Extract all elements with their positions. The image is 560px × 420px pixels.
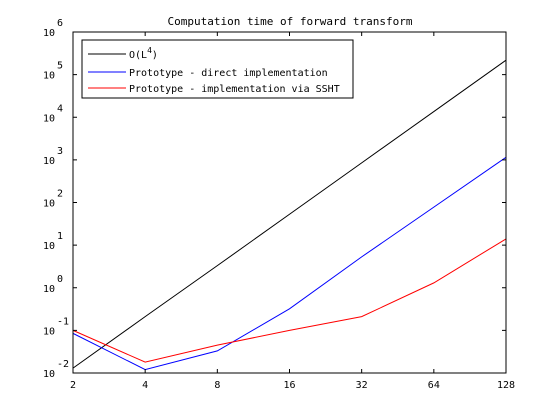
- y-tick-label-exponent: 0: [57, 274, 63, 285]
- legend-label-superscript: 4: [147, 46, 152, 55]
- y-tick-label-base: 10: [43, 28, 55, 39]
- series-line-3: [72, 238, 507, 363]
- legend-label-3: Prototype - implementation via SSHT: [129, 84, 340, 95]
- series-line-1: [72, 59, 507, 369]
- x-tick-label: 64: [428, 380, 440, 391]
- x-tick-label: 128: [497, 380, 515, 391]
- legend-box: [81, 39, 354, 99]
- x-tick-label: 8: [214, 380, 220, 391]
- x-tick-label: 4: [142, 380, 148, 391]
- legend: O(L4)Prototype - direct implementationPr…: [81, 39, 354, 99]
- y-tick-label-base: 10: [43, 71, 55, 82]
- x-tick-label: 32: [356, 380, 368, 391]
- y-tick-label-exponent: 2: [57, 189, 63, 200]
- y-tick-label-exponent: 3: [57, 146, 63, 157]
- legend-label-tail: ): [152, 50, 158, 61]
- legend-label-2: Prototype - direct implementation: [129, 68, 328, 79]
- y-tick-label-base: 10: [43, 369, 55, 380]
- chart-title: Computation time of forward transform: [167, 15, 412, 28]
- y-tick-label-base: 10: [43, 241, 55, 252]
- y-tick-label-exponent: -2: [57, 359, 69, 370]
- y-tick-label-exponent: 1: [57, 231, 63, 242]
- y-tick-label-base: 10: [43, 113, 55, 124]
- y-tick-label-exponent: -1: [57, 316, 69, 327]
- y-tick-label-exponent: 5: [57, 61, 63, 72]
- x-tick-label: 16: [283, 380, 295, 391]
- plot-area: 2 4 8 16 32 64 12810-210-110010110210310410510…: [43, 18, 515, 391]
- y-tick-label-exponent: 4: [57, 103, 63, 114]
- y-tick-label-base: 10: [43, 284, 55, 295]
- y-tick-label-base: 10: [43, 199, 55, 210]
- y-tick-label-base: 10: [43, 156, 55, 167]
- x-tick-label: 2: [70, 380, 76, 391]
- y-tick-label-base: 10: [43, 326, 55, 337]
- y-tick-label-exponent: 6: [57, 18, 63, 29]
